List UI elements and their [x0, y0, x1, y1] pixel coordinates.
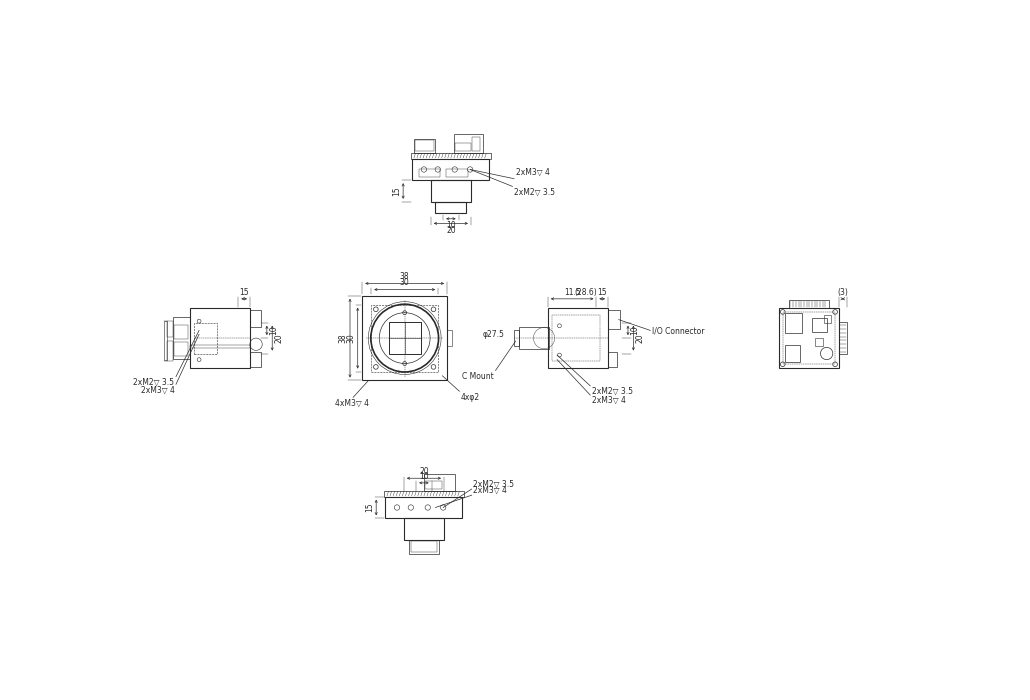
- Bar: [473, 137, 480, 151]
- Text: I/O Connector: I/O Connector: [652, 327, 705, 336]
- Bar: [412, 159, 489, 180]
- Text: 15: 15: [391, 186, 401, 196]
- Text: 2xM2▽ 3.5: 2xM2▽ 3.5: [514, 188, 555, 197]
- Bar: [839, 322, 847, 354]
- Bar: [363, 295, 447, 381]
- Bar: [174, 342, 188, 356]
- Bar: [783, 312, 835, 364]
- Bar: [190, 308, 250, 368]
- Text: 20: 20: [446, 225, 455, 234]
- Bar: [447, 330, 451, 346]
- Bar: [164, 321, 167, 360]
- Text: 2xM3▽ 4: 2xM3▽ 4: [473, 485, 507, 494]
- Bar: [548, 308, 608, 368]
- Bar: [425, 482, 443, 489]
- Bar: [409, 540, 439, 554]
- Bar: [250, 352, 261, 368]
- Bar: [411, 541, 437, 552]
- Bar: [174, 326, 188, 340]
- Bar: [167, 341, 173, 361]
- Bar: [371, 304, 438, 372]
- Bar: [418, 169, 440, 177]
- Text: 10: 10: [419, 472, 428, 480]
- Bar: [250, 309, 261, 326]
- Text: (28.6): (28.6): [575, 288, 597, 298]
- Bar: [824, 315, 831, 323]
- Text: 15: 15: [365, 503, 374, 512]
- Text: φ27.5: φ27.5: [483, 330, 505, 339]
- Text: 4xφ2: 4xφ2: [460, 393, 480, 402]
- Bar: [779, 308, 839, 368]
- Text: 15: 15: [239, 288, 249, 297]
- Text: 38: 38: [339, 333, 348, 343]
- Bar: [514, 330, 519, 346]
- Bar: [455, 144, 471, 151]
- Text: (3): (3): [837, 288, 849, 297]
- Bar: [411, 153, 491, 159]
- Bar: [173, 317, 190, 359]
- Text: 20: 20: [636, 333, 645, 343]
- Text: 2xM2▽ 3.5: 2xM2▽ 3.5: [592, 386, 632, 395]
- Text: 2xM3▽ 4: 2xM3▽ 4: [140, 386, 174, 395]
- Bar: [404, 518, 444, 540]
- Bar: [424, 474, 454, 491]
- Bar: [789, 300, 829, 308]
- Bar: [454, 134, 483, 153]
- Bar: [388, 322, 421, 354]
- Text: 2xM3▽ 4: 2xM3▽ 4: [516, 168, 549, 177]
- Text: 38: 38: [400, 272, 410, 281]
- Bar: [194, 323, 216, 354]
- Text: 4xM3▽ 4: 4xM3▽ 4: [335, 399, 369, 408]
- Bar: [815, 338, 823, 346]
- Bar: [190, 345, 250, 348]
- Text: C Mount: C Mount: [462, 372, 494, 381]
- Bar: [385, 497, 462, 518]
- Text: 30: 30: [346, 333, 355, 343]
- Text: 15: 15: [597, 288, 607, 297]
- Bar: [414, 139, 436, 153]
- Bar: [384, 491, 464, 497]
- Text: 10: 10: [446, 221, 455, 230]
- Bar: [552, 315, 600, 361]
- Bar: [446, 169, 468, 177]
- Bar: [785, 314, 802, 333]
- Text: 30: 30: [400, 279, 410, 287]
- Bar: [608, 352, 617, 368]
- Bar: [436, 202, 467, 213]
- Text: 2xM2▽ 3.5: 2xM2▽ 3.5: [473, 480, 514, 489]
- Bar: [431, 180, 471, 202]
- Text: 2xM2▽ 3.5: 2xM2▽ 3.5: [134, 378, 174, 387]
- Text: 20: 20: [275, 333, 283, 343]
- Bar: [785, 345, 800, 362]
- Text: 10: 10: [269, 326, 278, 335]
- Text: 10: 10: [630, 326, 640, 335]
- Bar: [167, 321, 173, 337]
- Text: 11.5: 11.5: [563, 288, 581, 297]
- Text: 2xM3▽ 4: 2xM3▽ 4: [592, 396, 625, 405]
- Bar: [519, 328, 549, 349]
- Bar: [415, 140, 434, 151]
- Bar: [608, 310, 620, 329]
- Bar: [812, 318, 827, 332]
- Text: 20: 20: [419, 467, 428, 476]
